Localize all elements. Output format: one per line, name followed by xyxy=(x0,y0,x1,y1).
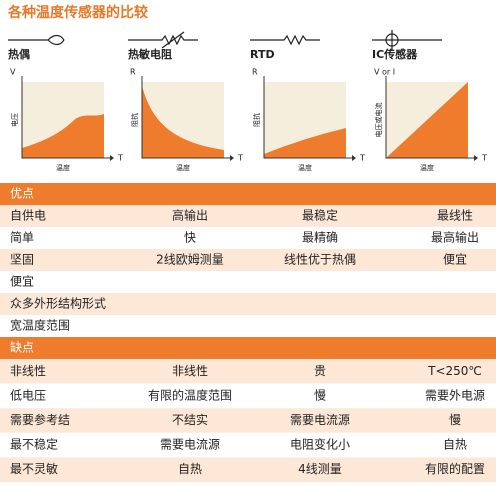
section-heading: 优点 xyxy=(10,187,34,201)
cell: 需要电流源 xyxy=(290,413,350,427)
curve xyxy=(22,114,104,158)
curve xyxy=(386,82,468,158)
row-bg xyxy=(0,227,496,249)
row-bg xyxy=(0,293,496,315)
sensor-name: RTD xyxy=(250,48,275,61)
row-bg xyxy=(0,432,496,458)
axes xyxy=(385,76,474,159)
arrow xyxy=(230,155,234,161)
cell: 最精确 xyxy=(302,231,338,245)
cell: 有限的温度范围 xyxy=(148,387,232,402)
symbol xyxy=(8,34,65,46)
symbol xyxy=(250,34,320,46)
y-axis-letter: R xyxy=(252,68,258,77)
x-axis-letter: T xyxy=(237,154,243,163)
x-axis-letter: T xyxy=(359,154,365,163)
section-header xyxy=(0,183,496,205)
arrow xyxy=(352,155,356,161)
curve xyxy=(142,86,224,158)
cell: 最高输出 xyxy=(431,230,479,245)
row-bg xyxy=(0,383,496,409)
cell: 简单 xyxy=(10,231,34,245)
cell: 贵 xyxy=(314,364,326,378)
cell: 需要外电源 xyxy=(425,388,485,402)
cell: 需要电流源 xyxy=(160,438,220,452)
curve xyxy=(264,128,346,158)
cell: 便宜 xyxy=(10,274,34,289)
y-label: 阻抗 xyxy=(252,113,261,127)
row-bg xyxy=(0,457,496,482)
cell: 非线性 xyxy=(172,364,208,378)
cell: 自热 xyxy=(443,438,467,452)
axes xyxy=(263,76,352,159)
section-header xyxy=(0,337,496,359)
cell: 有限的配置 xyxy=(425,461,485,476)
cell: 慢 xyxy=(449,413,461,427)
title: 各种温度传感器的比较 xyxy=(7,4,148,21)
y-axis-letter: V xyxy=(10,68,16,77)
row-bg xyxy=(0,249,496,271)
cell: 慢 xyxy=(314,388,326,402)
row-bg xyxy=(0,271,496,293)
cell: 电阻变化小 xyxy=(290,437,350,452)
axes xyxy=(141,76,230,159)
cell: 众多外形结构形式 xyxy=(10,296,106,311)
y-label: 电压 xyxy=(10,113,19,127)
cell: 最稳定 xyxy=(302,208,338,223)
section-heading: 缺点 xyxy=(10,340,34,355)
cell: 非线性 xyxy=(10,364,46,378)
x-label: 温度 xyxy=(56,163,70,172)
cell: 2线欧姆测量 xyxy=(156,253,224,267)
y-label: 阻抗 xyxy=(130,113,139,127)
axes xyxy=(21,76,110,159)
sensor-name: 热敏电阻 xyxy=(128,47,172,61)
x-label: 温度 xyxy=(176,163,190,172)
cell: 自供电 xyxy=(10,209,46,223)
symbol xyxy=(128,31,198,49)
cell: 线性优于热偶 xyxy=(284,253,356,267)
cell: 宽温度范围 xyxy=(10,318,70,333)
sensor-name: IC传感器 xyxy=(372,47,418,61)
cell: 自热 xyxy=(178,462,202,476)
row-bg xyxy=(0,359,496,384)
cell: T<250℃ xyxy=(427,364,482,378)
arrow xyxy=(474,155,478,161)
x-label: 温度 xyxy=(298,163,312,172)
x-axis-letter: T xyxy=(117,154,123,163)
sensor-name: 热偶 xyxy=(8,47,30,61)
cell: 便宜 xyxy=(443,252,467,267)
cell: 坚固 xyxy=(10,253,34,267)
y-axis-letter: R xyxy=(130,68,136,77)
row-bg xyxy=(0,205,496,227)
cell: 需要参考结 xyxy=(10,412,70,427)
arrow xyxy=(110,155,114,161)
row-bg xyxy=(0,408,496,433)
cell: 快 xyxy=(184,231,196,245)
cell: 最不稳定 xyxy=(10,437,58,452)
x-axis-letter: T xyxy=(481,154,487,163)
cell: 不结实 xyxy=(172,412,208,427)
cell: 低电压 xyxy=(10,388,46,402)
cell: 高输出 xyxy=(172,208,208,223)
cell: 最不灵敏 xyxy=(10,461,58,476)
row-bg xyxy=(0,315,496,337)
cell: 4线测量 xyxy=(298,462,342,476)
cell: 最线性 xyxy=(437,209,473,223)
y-axis-letter: V or I xyxy=(374,68,395,77)
y-label: 电压或电流 xyxy=(374,103,383,138)
x-label: 温度 xyxy=(420,163,434,172)
